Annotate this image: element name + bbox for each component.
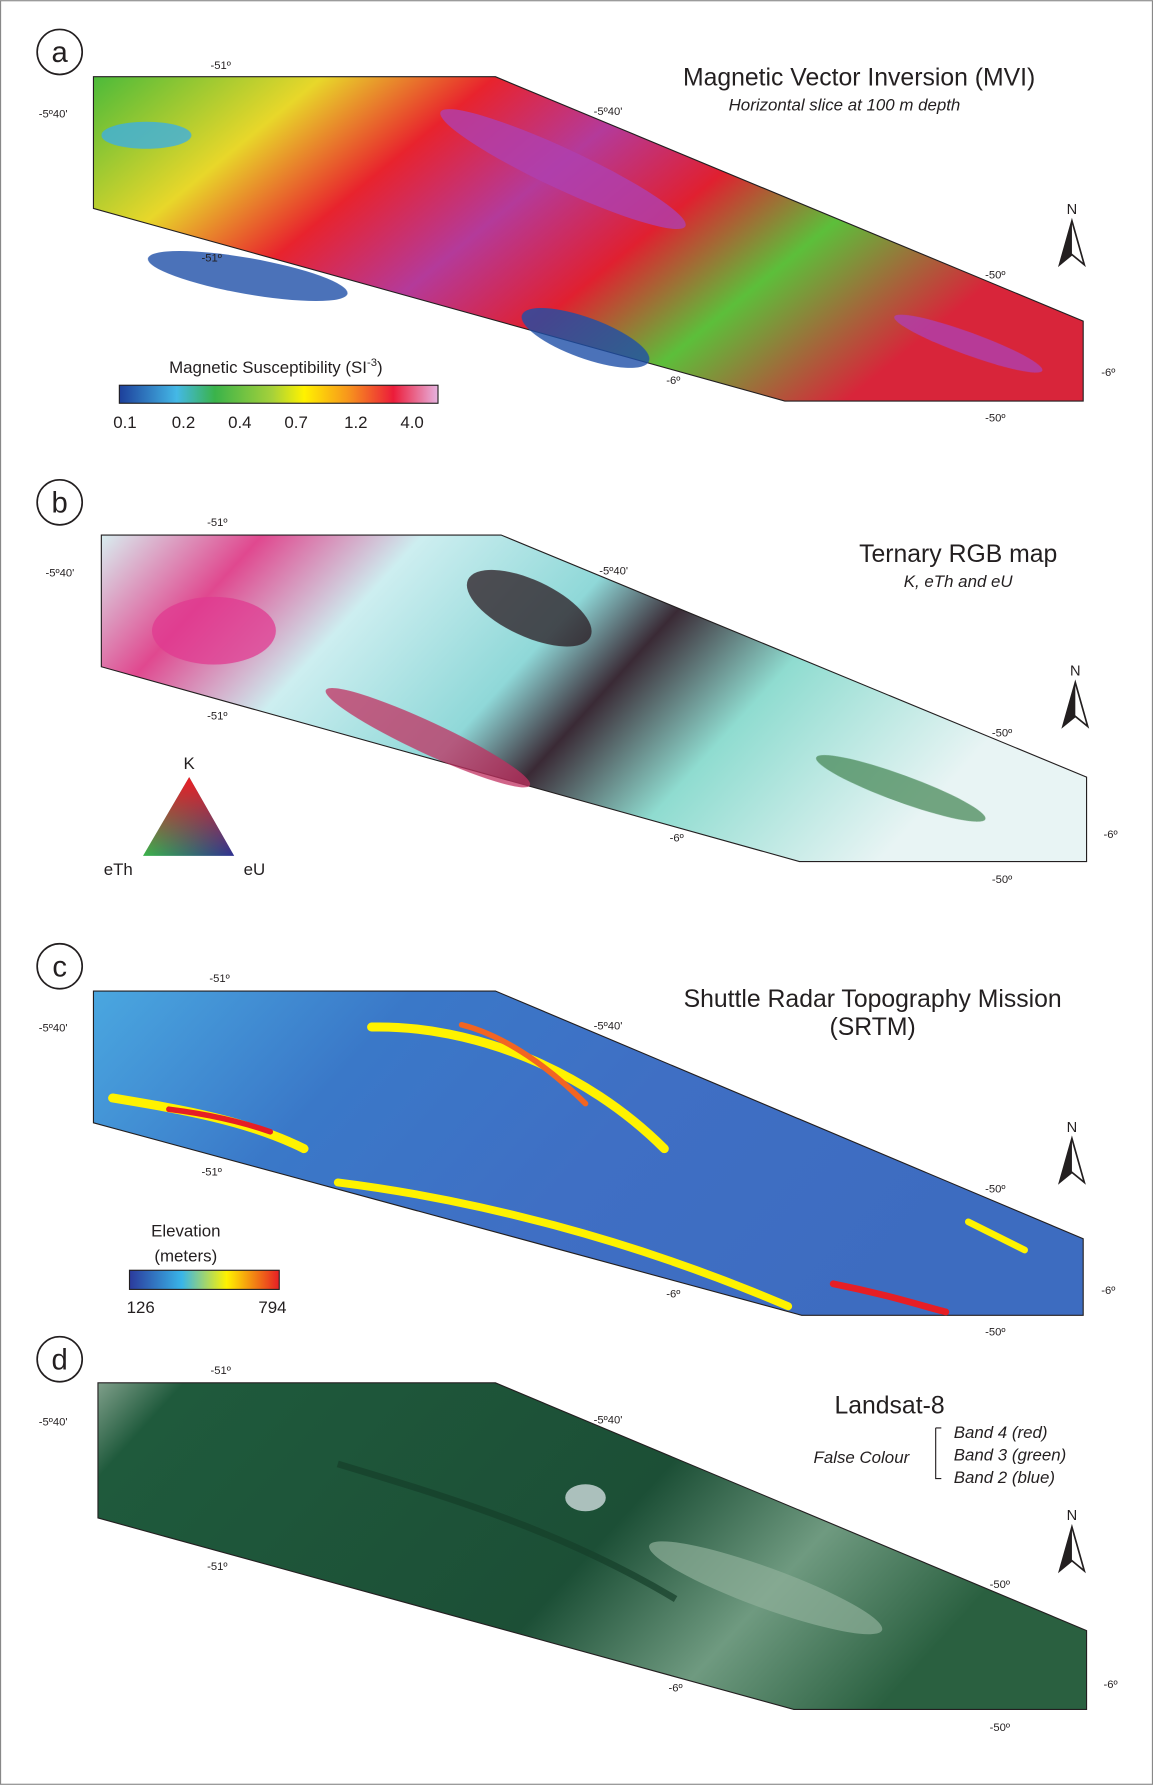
- colorbar-label: 126: [127, 1298, 155, 1317]
- figure: a -51º -5º40' -5º40' -51º -50º -6º -6º -50º Magne…: [0, 0, 1153, 1785]
- panel-letter: c: [52, 951, 67, 983]
- coordinate-label: -5º40': [599, 565, 628, 577]
- ternary-label: eTh: [104, 860, 133, 879]
- panel-subtitle: (SRTM): [830, 1014, 916, 1041]
- coordinate-label: -6º: [670, 832, 684, 844]
- landsat-map: [98, 1383, 1087, 1710]
- coordinate-label: -50º: [985, 412, 1005, 424]
- panel-title: Landsat-8: [834, 1392, 944, 1419]
- legend-title: Magnetic Susceptibility (SI-3): [169, 357, 383, 377]
- coordinate-label: -51º: [201, 252, 221, 264]
- legend-title-part: -3: [367, 357, 377, 369]
- coordinate-label: -50º: [990, 1579, 1010, 1591]
- panel-letter: b: [52, 487, 68, 519]
- coordinate-label: -50º: [992, 728, 1012, 740]
- coordinate-label: -50º: [992, 874, 1012, 886]
- coordinate-label: -50º: [990, 1722, 1010, 1734]
- band-label: Band 4 (red): [954, 1423, 1048, 1442]
- coordinate-label: -51º: [201, 1167, 221, 1179]
- band-label: Band 3 (green): [954, 1446, 1067, 1465]
- north-label: N: [1067, 1120, 1078, 1136]
- panel-letter: a: [52, 37, 69, 69]
- srtm-map: [93, 991, 1083, 1315]
- coordinate-label: -50º: [985, 1184, 1005, 1196]
- coordinate-label: -5º40': [39, 108, 68, 120]
- coordinate-label: -51º: [207, 517, 227, 529]
- coordinate-label: -6º: [1103, 829, 1117, 841]
- colorbar-label: 4.0: [400, 413, 423, 432]
- coordinate-label: -51º: [207, 711, 227, 723]
- band-label: Band 2 (blue): [954, 1468, 1055, 1487]
- coordinate-label: -5º40': [46, 568, 75, 580]
- coordinate-label: -5º40': [594, 1020, 623, 1032]
- panel-title: Magnetic Vector Inversion (MVI): [683, 65, 1035, 92]
- coordinate-label: -5º40': [594, 106, 623, 118]
- panel-subtitle: False Colour: [814, 1448, 911, 1467]
- coordinate-label: -51º: [209, 973, 229, 985]
- coordinate-label: -50º: [985, 269, 1005, 281]
- panel-subtitle: Horizontal slice at 100 m depth: [729, 96, 961, 115]
- panel-title: Shuttle Radar Topography Mission: [684, 986, 1062, 1013]
- coordinate-label: -5º40': [594, 1414, 623, 1426]
- north-label: N: [1070, 664, 1081, 680]
- panel-title: Ternary RGB map: [859, 541, 1057, 568]
- coordinate-label: -6º: [666, 1288, 680, 1300]
- coordinate-label: -50º: [985, 1327, 1005, 1339]
- susceptibility-colorbar: [119, 385, 438, 403]
- coordinate-label: -6º: [1101, 1285, 1115, 1297]
- coordinate-label: -51º: [207, 1561, 227, 1573]
- legend-title-part: Magnetic Susceptibility (SI: [169, 358, 367, 377]
- coordinate-label: -51º: [211, 1365, 231, 1377]
- coordinate-label: -51º: [211, 60, 231, 72]
- ternary-label: K: [184, 754, 196, 773]
- band-bracket: [936, 1428, 942, 1479]
- north-label: N: [1067, 1508, 1078, 1524]
- legend-title-part: ): [377, 358, 383, 377]
- legend-title: Elevation: [151, 1221, 220, 1240]
- colorbar-label: 1.2: [344, 413, 367, 432]
- ternary-label: eU: [244, 860, 266, 879]
- coordinate-label: -6º: [1101, 367, 1115, 379]
- coordinate-label: -6º: [1103, 1679, 1117, 1691]
- legend-title: (meters): [154, 1246, 217, 1265]
- colorbar-label: 794: [258, 1298, 286, 1317]
- coordinate-label: -5º40': [39, 1417, 68, 1429]
- colorbar-label: 0.4: [228, 413, 251, 432]
- coordinate-label: -6º: [666, 375, 680, 387]
- panel-subtitle: K, eTh and eU: [904, 572, 1014, 591]
- coordinate-label: -6º: [669, 1682, 683, 1694]
- panel-letter: d: [52, 1344, 68, 1376]
- elevation-colorbar: [129, 1270, 279, 1289]
- colorbar-label: 0.7: [284, 413, 307, 432]
- north-label: N: [1067, 202, 1078, 218]
- coordinate-label: -5º40': [39, 1023, 68, 1035]
- colorbar-label: 0.2: [172, 413, 195, 432]
- colorbar-label: 0.1: [113, 413, 136, 432]
